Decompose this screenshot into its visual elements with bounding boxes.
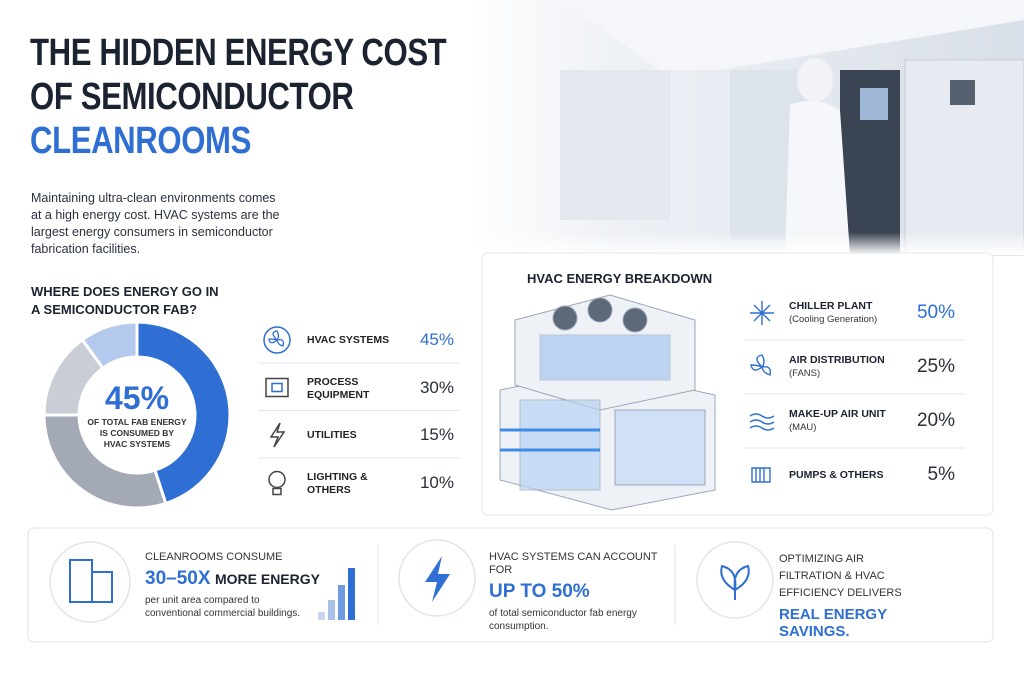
donut-segment [135, 320, 232, 506]
legend-icon [265, 377, 289, 398]
breakdown-detail: (MAU) [789, 422, 817, 433]
donut-chart [42, 320, 232, 510]
breakdown-detail: (FANS) [789, 368, 821, 379]
center-value: 45% [104, 380, 170, 416]
chart-title: WHERE DOES ENERGY GO IN A SEMICONDUCTOR F… [31, 283, 219, 319]
breakdown-value: 20% [916, 410, 955, 431]
breakdown-icon [750, 354, 772, 376]
fact: HVAC SYSTEMS CAN ACCOUNT FOR UP TO 50% o… [489, 551, 664, 633]
legend-value: 30% [419, 377, 454, 397]
fact: CLEANROOMS CONSUME 30–50X MORE ENERGY pe… [145, 551, 365, 620]
fact-body: per unit area compared to conventional c… [145, 595, 301, 619]
fact-highlight-rest: MORE ENERGY [214, 571, 320, 587]
fact-lead: CLEANROOMS CONSUME [145, 551, 283, 563]
fact-highlight: UP TO 50% [489, 581, 590, 602]
legend-icon [268, 470, 286, 496]
fact-highlight: REAL ENERGY SAVINGS. [779, 606, 887, 640]
legend-label: PROCESS EQUIPMENT [307, 375, 370, 401]
intro-line: at a high energy cost. HVAC systems are … [31, 208, 280, 222]
intro-line: largest energy consumers in semiconducto… [31, 225, 273, 239]
legend-label: LIGHTING & OTHERS [307, 470, 368, 496]
donut-center: 45% OF TOTAL FAB ENERGY IS CONSUMED BY HVA… [77, 380, 197, 450]
legend-value: 45% [419, 330, 454, 349]
breakdown-icon [750, 301, 774, 325]
cleanroom-photo [470, 0, 1024, 256]
fact-icons [49, 539, 774, 623]
breakdown-detail: (Cooling Generation) [789, 314, 878, 325]
breakdown-icon [751, 467, 771, 483]
title: THE HIDDEN ENERGY COST [30, 32, 447, 74]
chart-title-line: A SEMICONDUCTOR FAB? [31, 302, 198, 317]
center-note: OF TOTAL FAB ENERGY [87, 417, 187, 427]
breakdown-name: MAKE-UP AIR UNIT [789, 408, 886, 420]
breakdown-value: 5% [927, 464, 955, 485]
legend-rows [258, 301, 965, 496]
breakdown-title: HVAC ENERGY BREAKDOWN [527, 271, 713, 286]
breakdown-name: AIR DISTRIBUTION [789, 354, 885, 366]
hvac-illustration [499, 294, 716, 511]
breakdown-icon [749, 413, 775, 431]
intro-line: Maintaining ultra-clean environments com… [31, 191, 276, 205]
intro-line: fabrication facilities. [31, 242, 141, 256]
breakdown-name: CHILLER PLANT [789, 300, 873, 312]
legend-icon [269, 422, 286, 448]
title: OF SEMICONDUCTOR [30, 76, 354, 118]
legend-value: 10% [419, 472, 454, 492]
legend-label: UTILITIES [307, 429, 357, 441]
breakdown-name: PUMPS & OTHERS [789, 469, 884, 481]
legend-label: HVAC SYSTEMS [307, 334, 390, 346]
fact-lead: HVAC SYSTEMS CAN ACCOUNT FOR [489, 551, 658, 576]
center-note: HVAC SYSTEMS [103, 439, 171, 449]
donut-segment [80, 320, 139, 371]
fact: OPTIMIZING AIR FILTRATION & HVAC EFFICIE… [779, 551, 959, 640]
chart-title-line: WHERE DOES ENERGY GO IN [31, 284, 219, 299]
breakdown-value: 50% [916, 302, 955, 323]
fact-highlight: 30–50X [145, 568, 211, 589]
legend-icon [263, 326, 291, 354]
breakdown-value: 25% [916, 356, 955, 377]
intro: Maintaining ultra-clean environments com… [31, 190, 331, 258]
center-note: IS CONSUMED BY [99, 428, 175, 438]
fact-body: of total semiconductor fab energy consum… [489, 608, 637, 632]
legend-value: 15% [419, 425, 454, 444]
title-highlight: CLEANROOMS [30, 120, 251, 162]
fact-lead: OPTIMIZING AIR FILTRATION & HVAC EFFICIE… [779, 553, 902, 599]
